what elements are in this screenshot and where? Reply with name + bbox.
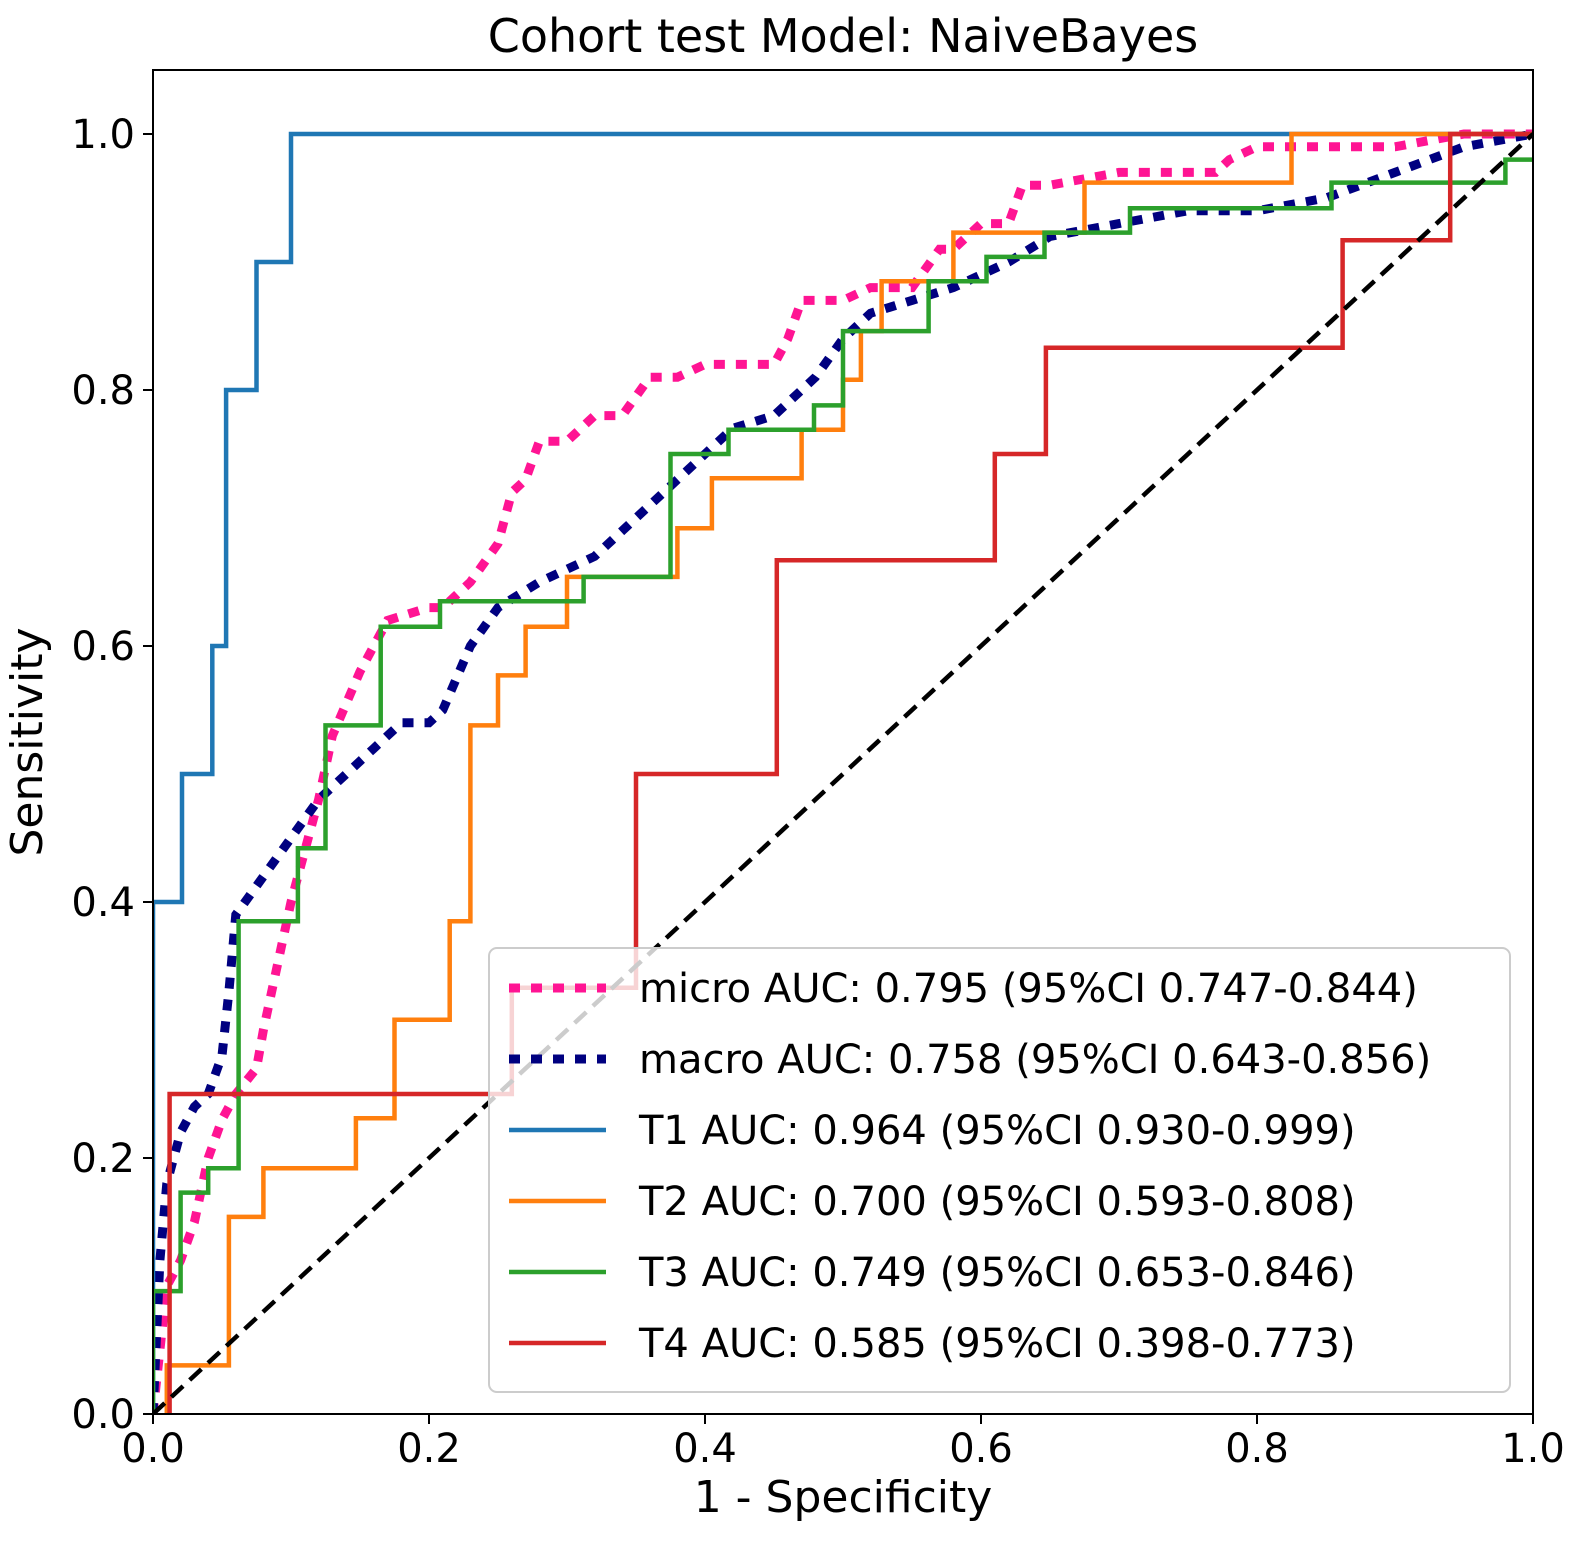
y-tick-label: 0.2 xyxy=(71,1136,135,1182)
plot-area xyxy=(152,69,1534,1415)
y-axis-label: Sensitivity xyxy=(2,627,53,856)
series-line-T3 xyxy=(153,157,1533,1414)
plot-frame xyxy=(152,69,1534,1415)
x-tick-label: 0.8 xyxy=(1225,1426,1289,1472)
y-tick-label: 0.0 xyxy=(71,1392,135,1438)
legend-label-T2: T2 AUC: 0.700 (95%CI 0.593-0.808) xyxy=(638,1179,1356,1225)
reference-diagonal-line xyxy=(153,132,1533,1414)
legend-label-macro: macro AUC: 0.758 (95%CI 0.643-0.856) xyxy=(639,1037,1431,1083)
x-tick-label: 0.2 xyxy=(397,1426,461,1472)
legend-label-T3: T3 AUC: 0.749 (95%CI 0.653-0.846) xyxy=(638,1250,1356,1296)
legend-label-T4: T4 AUC: 0.585 (95%CI 0.398-0.773) xyxy=(638,1321,1356,1367)
x-tick-label: 0.0 xyxy=(121,1426,185,1472)
y-tick-label: 0.6 xyxy=(71,624,135,670)
y-tick-label: 0.8 xyxy=(71,368,135,414)
y-tick-label: 1.0 xyxy=(71,112,135,158)
legend-label-micro: micro AUC: 0.795 (95%CI 0.747-0.844) xyxy=(639,966,1418,1012)
y-tick-label: 0.4 xyxy=(71,880,135,926)
x-tick-label: 0.4 xyxy=(673,1426,737,1472)
series-line-macro xyxy=(153,129,1533,1414)
legend-box xyxy=(488,947,1511,1393)
chart-title: Cohort test Model: NaiveBayes xyxy=(488,9,1198,63)
x-tick-label: 1.0 xyxy=(1501,1426,1565,1472)
x-tick-label: 0.6 xyxy=(949,1426,1013,1472)
legend: micro AUC: 0.795 (95%CI 0.747-0.844) macr… xyxy=(488,947,1511,1393)
x-axis-label: 1 - Specificity xyxy=(694,1472,993,1523)
axis-ticks: 0.0 0.2 0.4 0.6 0.8 1.0 0.0 0.2 0.4 0.6 0.8 1.0 xyxy=(71,112,1564,1472)
legend-label-T1: T1 AUC: 0.964 (95%CI 0.930-0.999) xyxy=(638,1108,1356,1154)
series-line-micro xyxy=(153,129,1533,1414)
series-line-T1 xyxy=(153,131,1533,1414)
